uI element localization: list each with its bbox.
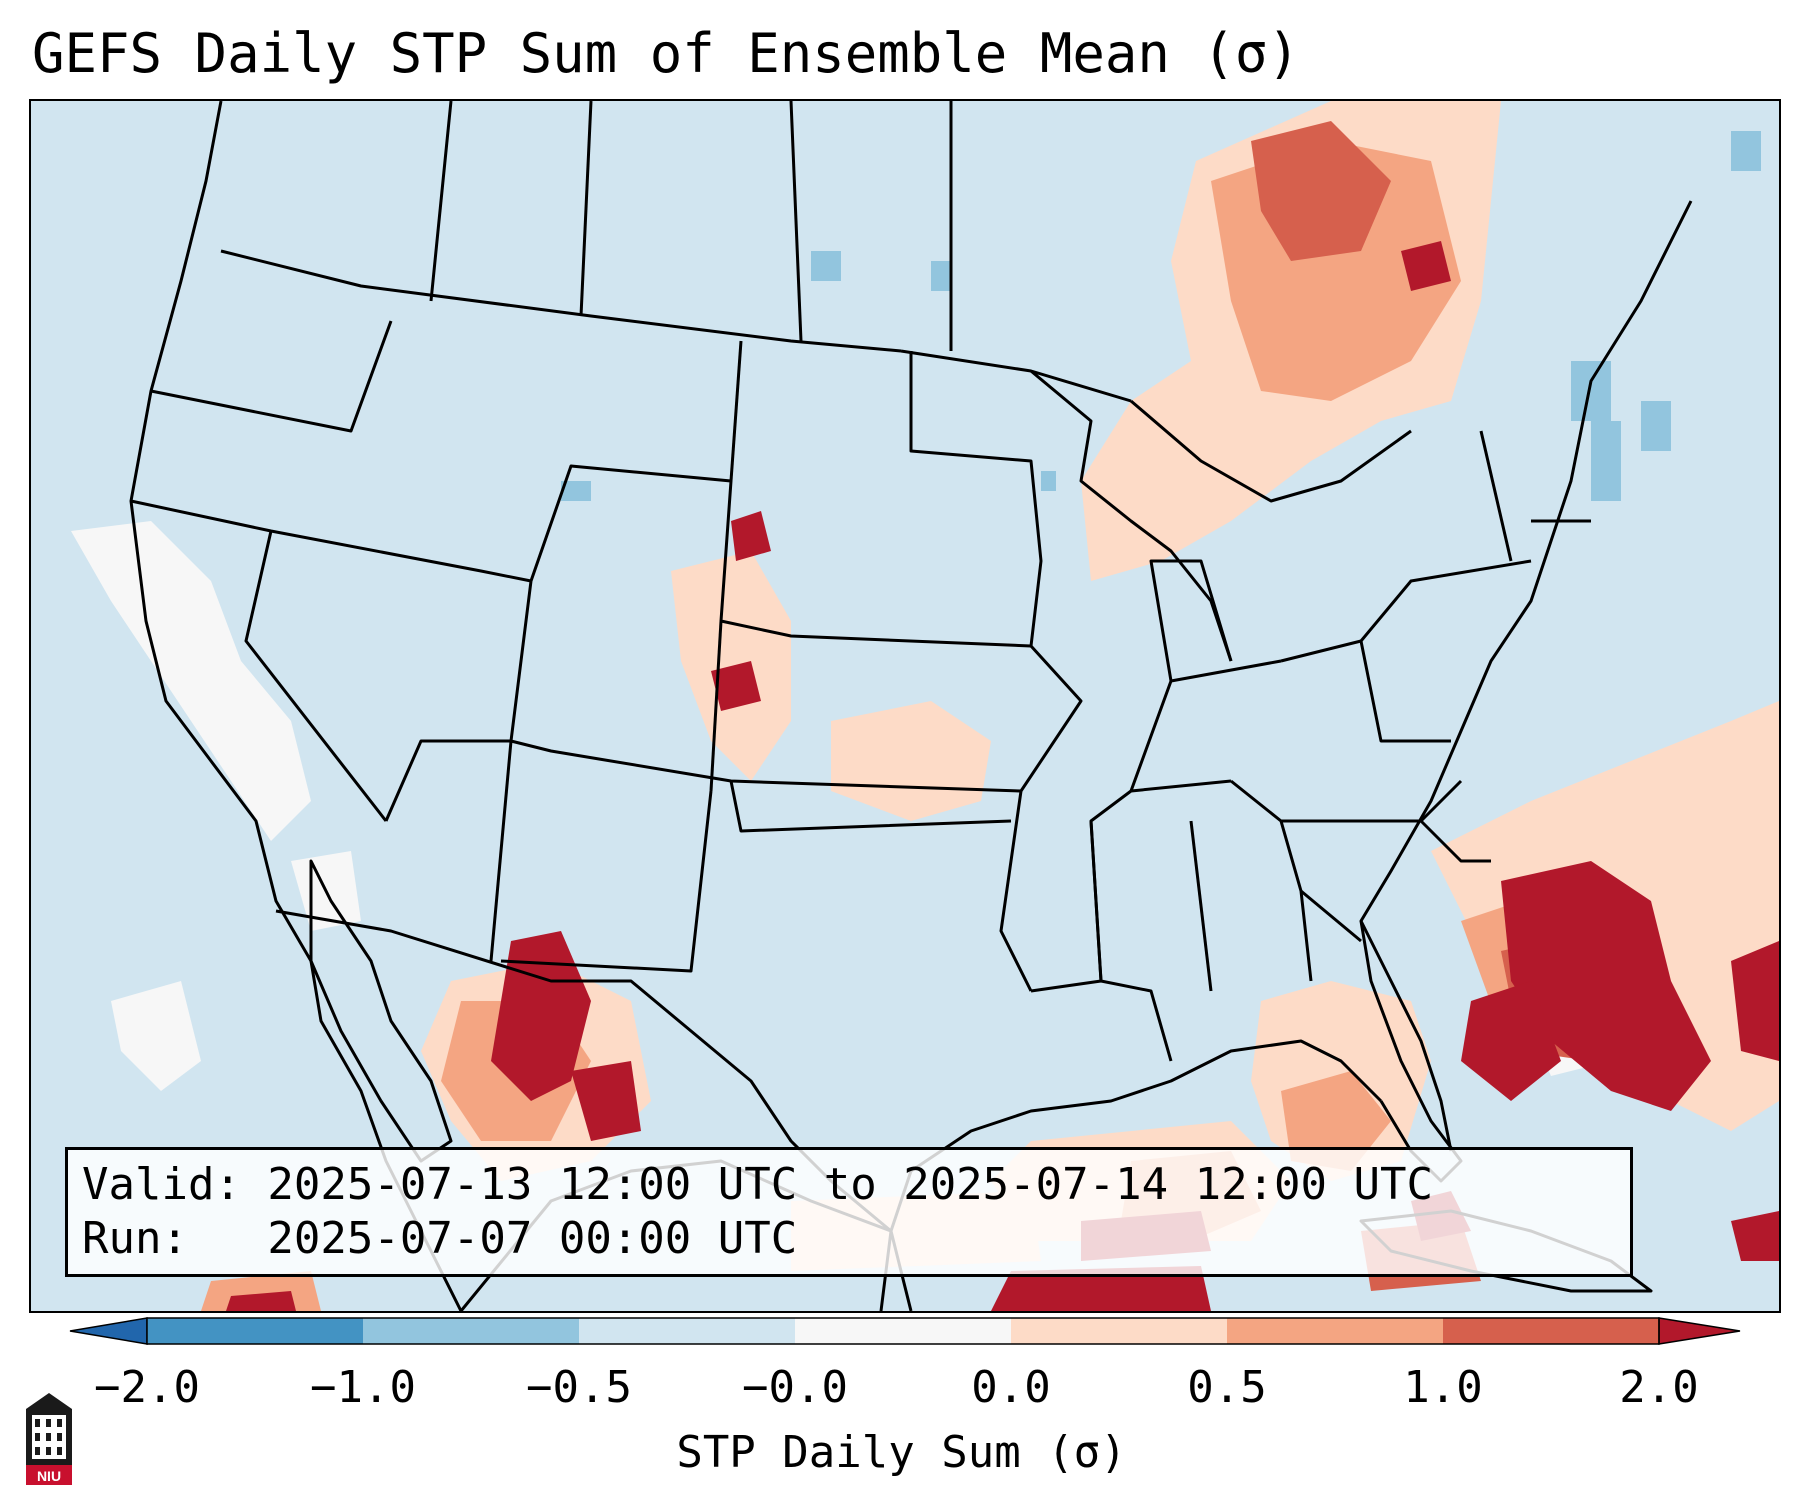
colorbar-bin-7 bbox=[1443, 1318, 1659, 1344]
university-building-icon: NIU bbox=[26, 1393, 72, 1485]
colorbar-bin-1 bbox=[147, 1318, 363, 1344]
colorbar-extend-low bbox=[69, 1317, 148, 1345]
colorbar-tick-label: 0.0 bbox=[971, 1362, 1051, 1413]
colorbar-bin-6 bbox=[1227, 1318, 1443, 1344]
colorbar-bin-4 bbox=[795, 1318, 1011, 1344]
colorbar-tick-label: −0.5 bbox=[526, 1362, 632, 1413]
valid-time-line: Valid: 2025-07-13 12:00 UTC to 2025-07-1… bbox=[82, 1159, 1434, 1210]
map-canvas bbox=[71, 101, 1779, 1311]
colorbar-bin-5 bbox=[1011, 1318, 1227, 1344]
map-panel bbox=[29, 99, 1781, 1313]
colorbar-tick-label: −1.0 bbox=[310, 1362, 416, 1413]
chart-title: GEFS Daily STP Sum of Ensemble Mean (σ) bbox=[32, 22, 1300, 85]
run-time-line: Run: 2025-07-07 00:00 UTC bbox=[82, 1213, 798, 1264]
colorbar-bin-2 bbox=[363, 1318, 579, 1344]
colorbar bbox=[69, 1317, 1741, 1345]
colorbar-tick-label: 0.5 bbox=[1187, 1362, 1267, 1413]
logo-text: NIU bbox=[37, 1468, 61, 1484]
colorbar-tick-label: 1.0 bbox=[1403, 1362, 1483, 1413]
colorbar-tick-label: −2.0 bbox=[94, 1362, 200, 1413]
positive-anomaly-extreme bbox=[226, 241, 1779, 1311]
colorbar-bin-3 bbox=[579, 1318, 795, 1344]
colorbar-tick-label: −0.0 bbox=[742, 1362, 848, 1413]
negative-anomaly bbox=[561, 131, 1761, 501]
colorbar-tick-label: 2.0 bbox=[1619, 1362, 1699, 1413]
colorbar-title: STP Daily Sum (σ) bbox=[676, 1427, 1127, 1478]
colorbar-extend-high bbox=[1658, 1317, 1741, 1345]
validity-info-box: Valid: 2025-07-13 12:00 UTC to 2025-07-1… bbox=[65, 1147, 1633, 1277]
